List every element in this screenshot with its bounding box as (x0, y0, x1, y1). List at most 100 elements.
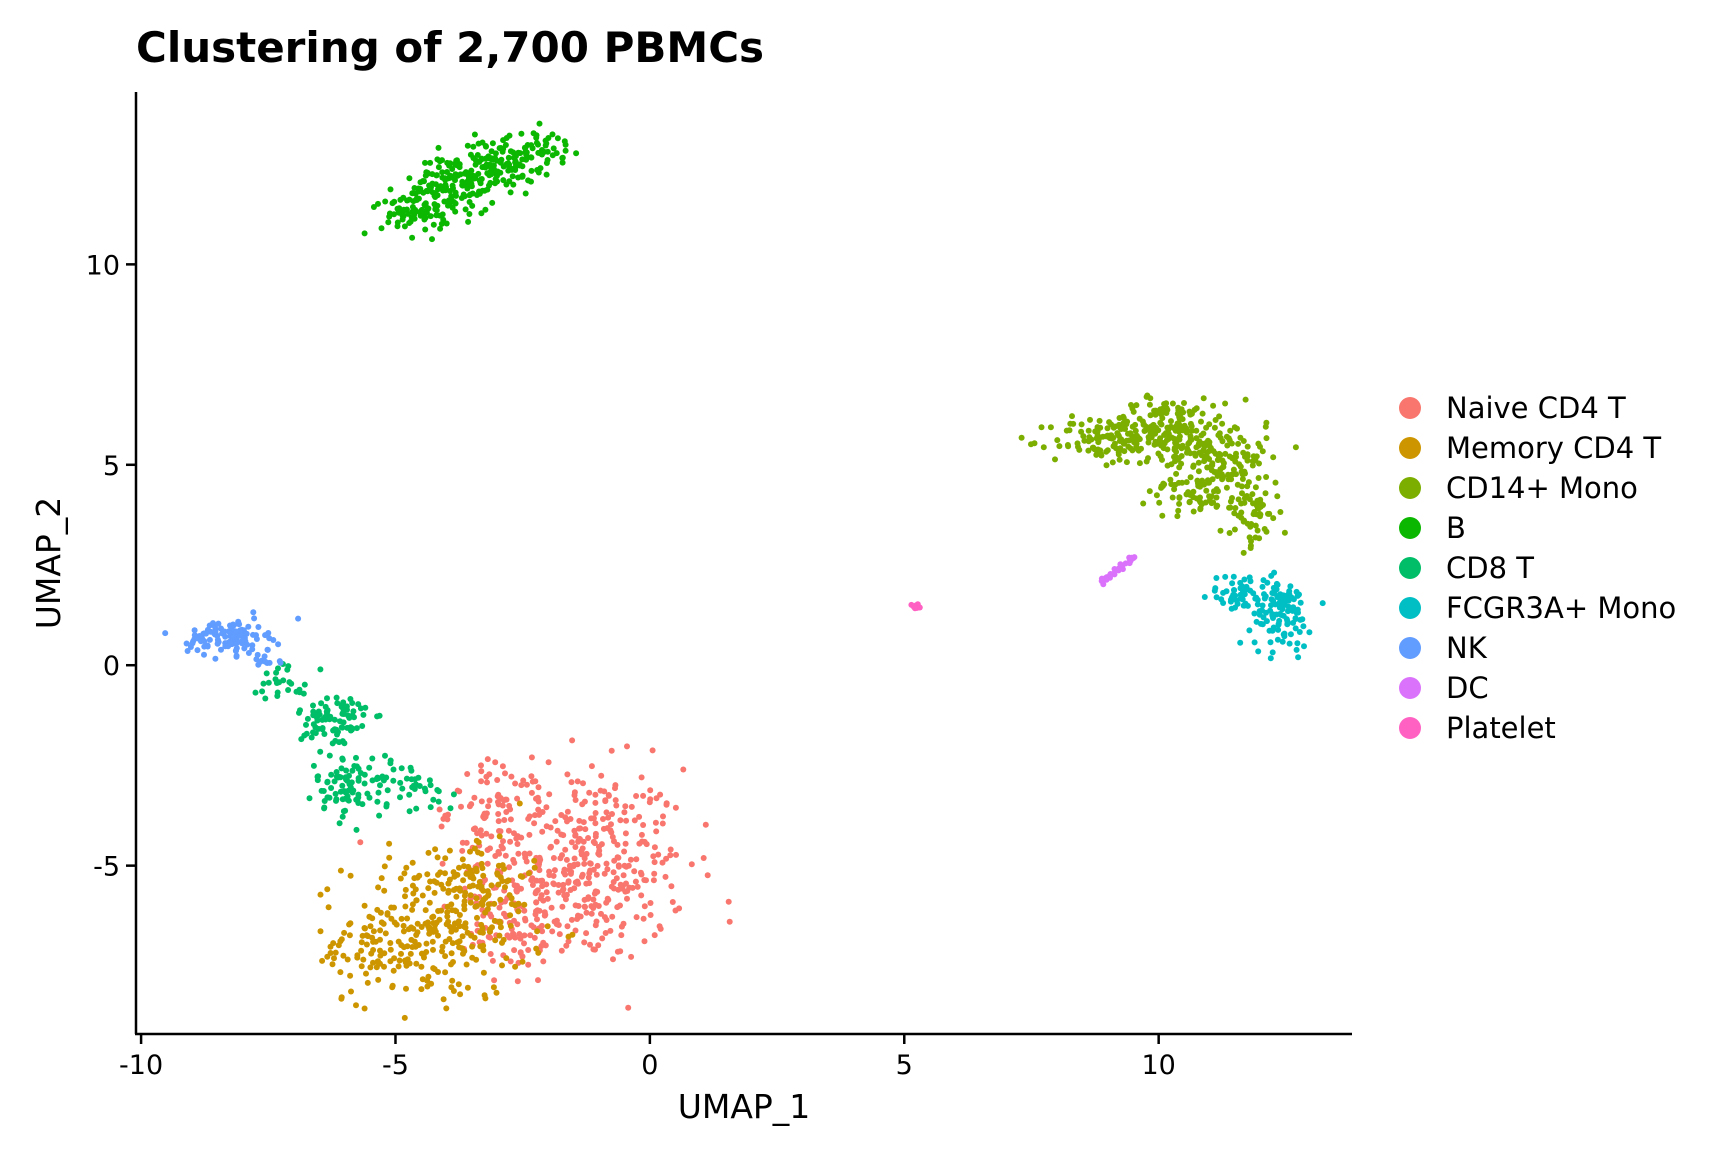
data-point (230, 621, 237, 628)
data-point (638, 892, 645, 899)
data-point (497, 828, 504, 835)
data-point (378, 875, 385, 882)
data-point (411, 875, 418, 882)
data-point (537, 856, 544, 863)
data-point (1237, 639, 1244, 646)
data-point (445, 202, 451, 209)
data-point (607, 927, 614, 934)
data-point (629, 884, 636, 891)
data-point (344, 956, 351, 963)
data-point (617, 817, 624, 824)
data-point (1280, 631, 1287, 638)
data-point (542, 142, 549, 149)
data-point (498, 843, 505, 850)
data-point (585, 895, 591, 902)
data-point (343, 767, 350, 774)
data-point (493, 989, 500, 996)
data-point (399, 785, 406, 792)
data-point (466, 199, 473, 205)
data-point (592, 799, 599, 806)
data-point (1098, 452, 1105, 459)
data-point (459, 933, 466, 940)
data-point (525, 961, 532, 968)
data-point (535, 977, 541, 984)
data-point (327, 713, 334, 720)
data-point (604, 825, 611, 832)
data-point (1254, 601, 1261, 608)
data-point (503, 135, 510, 141)
data-point (301, 681, 308, 688)
data-point (548, 904, 555, 911)
data-point (386, 210, 393, 217)
data-point (1195, 440, 1202, 447)
data-point (387, 946, 394, 953)
data-point (322, 703, 329, 710)
data-point (413, 932, 420, 938)
data-point (419, 976, 426, 983)
data-point (320, 788, 327, 794)
data-point (655, 851, 662, 858)
data-point (402, 903, 409, 910)
data-point (232, 647, 239, 654)
data-point (1286, 640, 1293, 647)
data-point (516, 931, 523, 937)
data-point (412, 943, 419, 950)
data-point (349, 726, 355, 733)
data-point (370, 204, 377, 210)
data-point (544, 895, 551, 902)
data-point (318, 700, 325, 707)
data-point (559, 159, 566, 166)
data-point (1167, 423, 1174, 430)
data-point (625, 862, 632, 869)
data-point (495, 881, 502, 888)
data-point (516, 800, 523, 807)
data-point (608, 747, 615, 754)
data-point (560, 886, 567, 893)
data-point (1217, 466, 1224, 473)
data-point (339, 701, 346, 708)
data-point (425, 920, 431, 927)
data-point (590, 946, 597, 953)
data-point (1199, 410, 1206, 417)
data-point (1219, 420, 1226, 427)
data-point (449, 182, 456, 189)
data-point (507, 816, 514, 823)
data-point (550, 872, 557, 879)
data-point (576, 817, 583, 824)
data-point (554, 135, 561, 142)
data-point (1173, 470, 1180, 477)
data-point (432, 206, 439, 213)
data-point (1191, 406, 1198, 413)
data-point (319, 957, 326, 964)
data-point (496, 145, 503, 152)
data-point (430, 221, 437, 228)
data-point (415, 774, 422, 781)
data-point (462, 920, 469, 927)
data-point (459, 856, 466, 863)
data-point (245, 623, 252, 630)
data-point (533, 132, 540, 139)
data-point (328, 785, 335, 791)
data-point (1292, 625, 1299, 632)
data-point (659, 859, 666, 866)
data-point (1130, 435, 1137, 442)
data-point (494, 777, 501, 783)
data-point (413, 805, 420, 812)
data-point (1274, 581, 1281, 588)
data-point (337, 718, 343, 725)
data-point (1185, 447, 1192, 454)
data-point (1204, 477, 1211, 484)
data-point (1227, 504, 1234, 511)
data-point (485, 901, 492, 908)
data-point (361, 230, 368, 237)
data-point (1190, 508, 1197, 515)
data-point (230, 633, 237, 640)
data-point (496, 932, 503, 939)
data-point (368, 950, 375, 957)
legend-label: NK (1446, 631, 1488, 665)
data-point (374, 958, 381, 965)
data-point (1190, 462, 1197, 469)
data-point (280, 677, 287, 684)
data-point (1133, 402, 1140, 409)
data-point (1231, 526, 1238, 533)
